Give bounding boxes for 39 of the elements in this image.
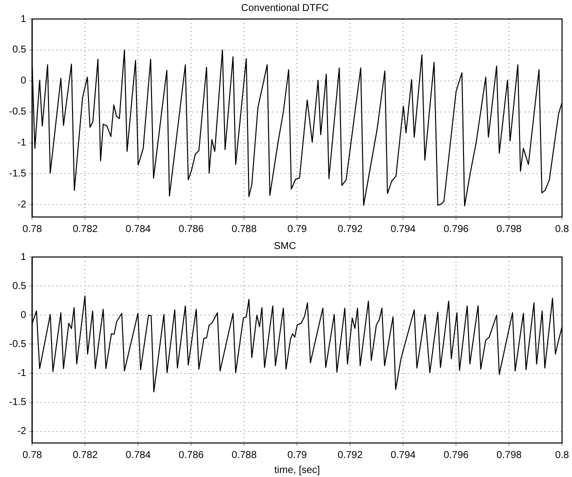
y-tick-label: -1.5 (8, 397, 27, 408)
x-tick-label: 0.78 (22, 450, 42, 461)
y-tick-label: 1 (20, 14, 27, 25)
y-tick-label: -1 (17, 368, 27, 379)
x-tick-label: 0.786 (178, 224, 204, 235)
x-tick-label: 0.788 (232, 450, 258, 461)
chart-title: Conventional DTFC (241, 2, 329, 14)
x-tick-label: 0.784 (126, 450, 152, 461)
y-tick-label: 0 (20, 76, 27, 87)
x-tick-label: 0.786 (178, 450, 204, 461)
x-tick-label: 0.784 (126, 224, 152, 235)
chart-title: SMC (274, 240, 296, 252)
y-tick-label: -0.5 (8, 338, 27, 350)
x-tick-label: 0.792 (338, 224, 364, 235)
x-tick-label: 0.792 (338, 450, 364, 461)
x-tick-label: 0.79 (287, 450, 308, 461)
x-tick-label: 0.78 (22, 224, 42, 235)
x-tick-label: 0.788 (232, 224, 258, 235)
x-tick-label: 0.794 (390, 224, 416, 235)
x-tick-label: 0.8 (555, 450, 570, 461)
y-tick-label: -1 (17, 138, 27, 148)
y-tick-label: 0.5 (12, 44, 27, 56)
x-tick-label: 0.796 (444, 224, 470, 235)
y-tick-label: 1 (20, 252, 27, 263)
x-tick-label: 0.782 (72, 450, 98, 461)
y-tick-label: -1.5 (8, 168, 27, 180)
x-tick-label: 0.794 (390, 450, 416, 461)
x-tick-label: 0.798 (496, 224, 522, 235)
x-tick-label: 0.782 (72, 224, 98, 235)
y-tick-label: -2 (17, 199, 27, 210)
y-tick-label: -0.5 (8, 106, 27, 118)
x-tick-label: 0.8 (555, 224, 570, 235)
y-tick-label: -2 (17, 426, 27, 438)
x-tick-label: 0.796 (444, 450, 470, 461)
y-tick-label: 0.5 (12, 280, 27, 292)
x-axis-title: time, [sec] (274, 464, 320, 476)
x-tick-label: 0.79 (287, 224, 308, 235)
y-tick-label: 0 (20, 310, 27, 321)
x-tick-label: 0.798 (496, 450, 522, 461)
